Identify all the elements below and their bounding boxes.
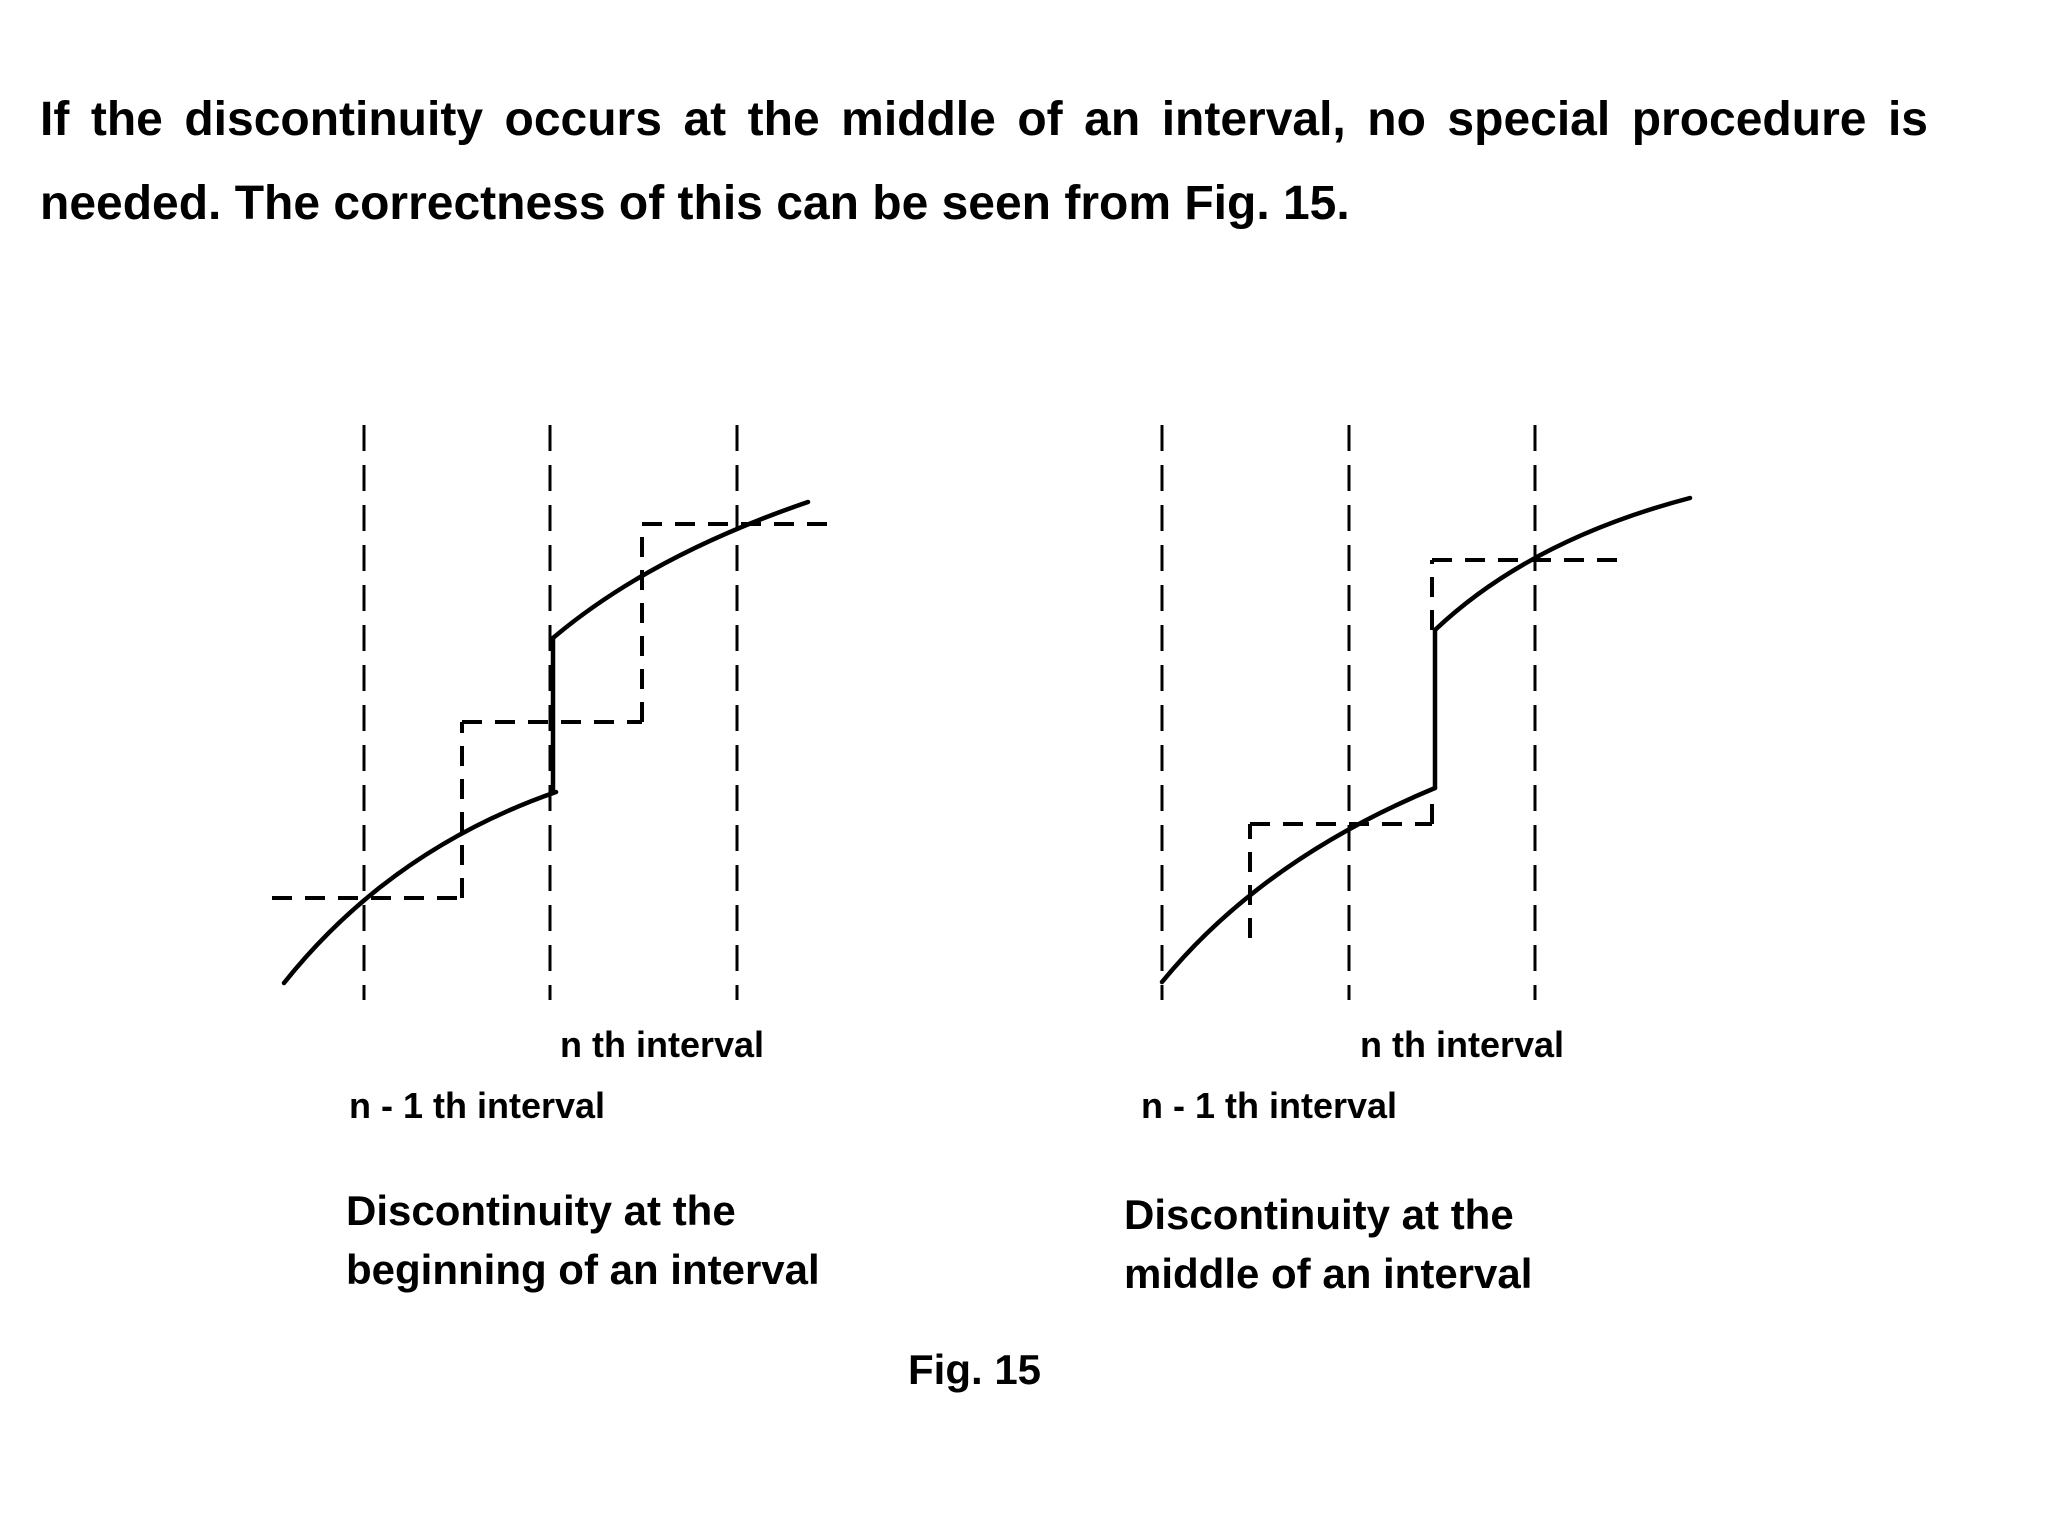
right-panel: n th interval n - 1 th interval Disconti… bbox=[1124, 425, 1693, 1297]
left-interval-boundaries bbox=[362, 425, 739, 1000]
right-interval-boundaries bbox=[1160, 425, 1537, 1000]
left-function-curve bbox=[281, 499, 811, 986]
right-function-curve bbox=[1159, 495, 1693, 985]
left-panel: n th interval n - 1 th interval Disconti… bbox=[272, 425, 830, 1293]
left-caption-line-1: Discontinuity at the bbox=[346, 1187, 736, 1234]
right-curve-upper bbox=[1432, 495, 1693, 633]
right-caption-line-1: Discontinuity at the bbox=[1124, 1191, 1514, 1238]
left-n-interval-label: n th interval bbox=[560, 1024, 764, 1065]
left-n1-interval-label: n - 1 th interval bbox=[349, 1085, 605, 1126]
right-caption-line-2: middle of an interval bbox=[1124, 1250, 1532, 1297]
body-paragraph: If the discontinuity occurs at the middl… bbox=[40, 93, 1928, 230]
right-curve-lower bbox=[1159, 785, 1438, 985]
right-n1-interval-label: n - 1 th interval bbox=[1141, 1085, 1397, 1126]
right-n-interval-label: n th interval bbox=[1360, 1024, 1564, 1065]
left-caption-line-2: beginning of an interval bbox=[346, 1246, 820, 1293]
left-step-approximation bbox=[272, 522, 830, 900]
right-step-approximation bbox=[1248, 558, 1622, 938]
left-curve-lower bbox=[281, 789, 559, 986]
left-curve-upper bbox=[550, 499, 811, 641]
figure-label: Fig. 15 bbox=[908, 1346, 1041, 1393]
